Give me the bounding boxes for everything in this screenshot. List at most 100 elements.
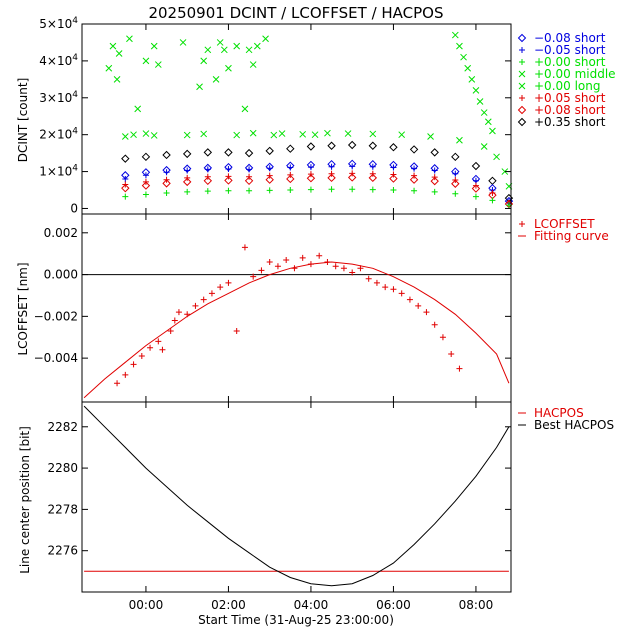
data-point xyxy=(258,267,265,274)
data-point xyxy=(307,164,314,171)
data-point xyxy=(389,143,398,152)
data-point xyxy=(216,39,224,46)
dcint-legend: −0.08 short−0.05 short+0.00 short+0.00 m… xyxy=(517,31,616,129)
data-point xyxy=(471,161,481,171)
data-point xyxy=(225,187,232,194)
legend-swatch xyxy=(519,221,525,227)
data-point xyxy=(472,87,480,94)
series--0-00-long xyxy=(121,129,513,190)
legend-swatch xyxy=(517,105,527,115)
data-point xyxy=(328,163,335,170)
data-point xyxy=(349,269,356,276)
legend-item: LCOFFSET xyxy=(519,217,595,231)
data-point xyxy=(349,163,356,170)
data-point xyxy=(347,140,357,150)
data-point xyxy=(493,153,500,161)
hacpos-plot-area: 2276 2278 2280 2282 xyxy=(47,401,512,593)
series--0-08-short xyxy=(121,173,514,209)
data-point xyxy=(340,265,347,272)
legend-item: −0.08 short xyxy=(517,31,606,45)
data-point xyxy=(464,64,472,72)
x-tick-label: 08:00 xyxy=(459,598,494,612)
data-point xyxy=(468,75,476,83)
data-point xyxy=(121,133,129,140)
data-point xyxy=(283,256,290,263)
data-point xyxy=(138,353,145,360)
legend-item: +0.00 long xyxy=(518,79,601,93)
panel-lcoffset: −0.004 −0.002 0.000 0.002 LCOFFSET [nm] LCO… xyxy=(16,213,609,403)
data-point xyxy=(489,127,496,135)
data-point xyxy=(233,42,241,50)
data-point xyxy=(423,309,430,316)
data-point xyxy=(225,64,232,72)
legend-item: +0.00 middle xyxy=(518,67,616,81)
data-point xyxy=(155,338,162,345)
data-point xyxy=(390,187,397,194)
data-point xyxy=(162,179,171,188)
series-fitting-curve xyxy=(83,261,510,399)
data-point xyxy=(451,152,460,162)
legend-label: +0.05 short xyxy=(534,91,606,105)
data-point xyxy=(204,166,211,173)
data-point xyxy=(224,148,233,157)
data-point xyxy=(224,176,233,185)
data-point xyxy=(142,172,149,179)
data-point xyxy=(246,187,253,194)
data-point xyxy=(220,46,228,54)
data-point xyxy=(306,174,316,183)
legend-swatch xyxy=(517,33,527,43)
data-point xyxy=(409,175,419,184)
data-point xyxy=(476,98,484,105)
data-point xyxy=(266,187,273,194)
legend-item: +0.08 short xyxy=(517,103,606,117)
data-point xyxy=(389,174,398,183)
data-point xyxy=(244,148,254,158)
hacpos-ylabel: Line center position [bit] xyxy=(18,426,32,574)
data-point xyxy=(200,296,207,303)
data-point xyxy=(430,148,439,157)
y-tick-label: 2278 xyxy=(47,502,78,516)
data-point xyxy=(316,252,323,259)
y-tick-label: 4×104 xyxy=(39,53,78,68)
data-point xyxy=(184,188,191,195)
data-point xyxy=(439,334,446,341)
data-point xyxy=(278,130,286,137)
data-point xyxy=(369,130,377,138)
legend-label: LCOFFSET xyxy=(534,217,595,231)
y-tick-label-base: 2×10 xyxy=(39,128,72,142)
y-tick-label: 2276 xyxy=(47,544,78,558)
series--0-05-short xyxy=(122,163,512,205)
x-tick-label: 04:00 xyxy=(294,598,329,612)
lcoffset-ylabel: LCOFFSET [nm] xyxy=(16,262,30,355)
data-point xyxy=(311,131,319,139)
data-point xyxy=(373,279,380,286)
data-point xyxy=(204,46,212,54)
data-point xyxy=(266,165,273,172)
y-tick-label-base: 1×10 xyxy=(39,165,72,179)
data-point xyxy=(122,371,129,378)
data-point xyxy=(141,181,151,190)
data-point xyxy=(306,142,316,151)
data-point xyxy=(448,350,455,357)
data-point xyxy=(488,176,497,186)
series-line xyxy=(83,261,510,399)
data-point xyxy=(179,39,187,46)
legend-item: HACPOS xyxy=(518,406,584,420)
data-point xyxy=(266,259,273,266)
data-point xyxy=(241,105,249,113)
y-tick-label-base: 4×10 xyxy=(39,54,72,68)
data-point xyxy=(109,42,117,50)
data-point xyxy=(126,35,133,43)
data-point xyxy=(274,263,281,270)
data-point xyxy=(347,173,357,182)
data-point xyxy=(196,83,203,91)
data-point xyxy=(105,64,113,72)
data-point xyxy=(249,129,257,137)
y-tick-label: 0.002 xyxy=(44,226,78,240)
data-point xyxy=(184,167,191,174)
data-point xyxy=(183,131,191,139)
data-point xyxy=(480,109,488,116)
data-point xyxy=(471,184,481,193)
data-point xyxy=(431,167,438,174)
